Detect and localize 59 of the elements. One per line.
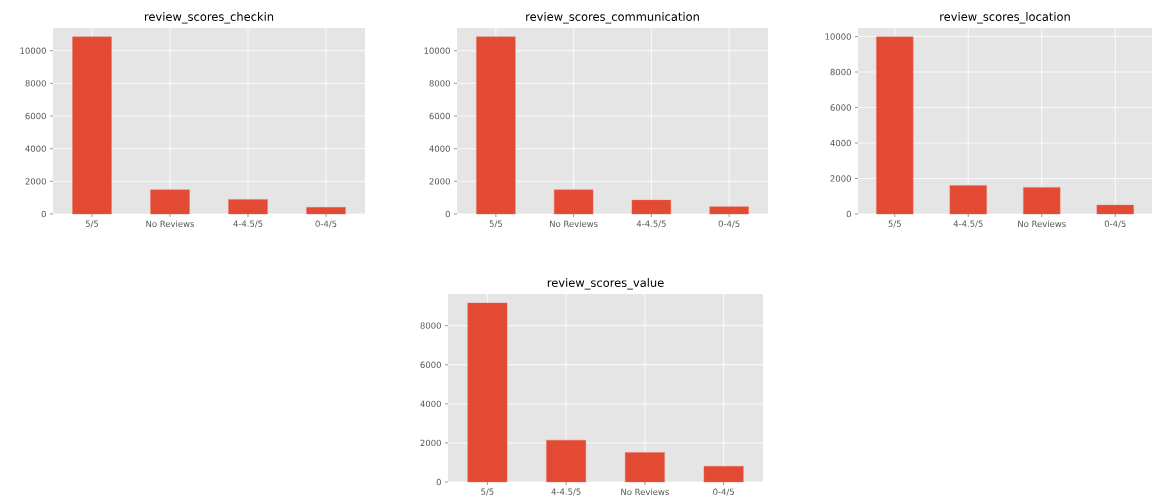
x-tick-label: 4-4.5/5 xyxy=(551,488,581,496)
y-tick-label: 8000 xyxy=(25,80,46,87)
chart-title: review_scores_communication xyxy=(526,12,699,24)
chart-title: review_scores_location xyxy=(940,12,1070,24)
y-tick-label: 0 xyxy=(846,210,851,218)
y-tick-label: 2000 xyxy=(420,439,441,447)
bar xyxy=(949,185,987,215)
y-tick-label: 6000 xyxy=(429,112,450,120)
y-tick-label: 10000 xyxy=(825,33,851,40)
bar xyxy=(876,36,914,215)
bar xyxy=(553,189,594,215)
x-tick-label: 0-4/5 xyxy=(718,220,740,228)
bar xyxy=(546,439,587,483)
bar xyxy=(72,36,112,215)
y-tick-label: 2000 xyxy=(429,178,450,185)
x-tick-label: 0-4/5 xyxy=(1104,220,1126,228)
y-tick-label: 6000 xyxy=(830,104,851,111)
y-tick-label: 0 xyxy=(41,210,46,218)
y-tick-label: 8000 xyxy=(830,68,851,76)
bar xyxy=(1096,204,1134,215)
x-tick-label: No Reviews xyxy=(1018,220,1066,228)
chart-title: review_scores_checkin xyxy=(145,12,274,24)
x-tick-label: No Reviews xyxy=(550,220,598,228)
y-tick-label: 4000 xyxy=(25,145,46,152)
y-tick-label: 10000 xyxy=(20,47,46,54)
bar xyxy=(625,452,665,483)
bar xyxy=(709,206,749,215)
y-tick-label: 0 xyxy=(436,478,441,486)
y-tick-label: 6000 xyxy=(420,361,441,368)
y-tick-label: 0 xyxy=(445,210,450,218)
y-tick-label: 10000 xyxy=(424,47,450,54)
bar xyxy=(150,189,190,215)
x-tick-label: No Reviews xyxy=(146,220,195,228)
x-tick-label: 4-4.5/5 xyxy=(953,220,983,228)
chart-title: review_scores_value xyxy=(547,278,664,290)
y-tick-label: 2000 xyxy=(830,175,851,182)
bar xyxy=(467,302,508,483)
x-tick-label: 0-4/5 xyxy=(315,220,337,228)
y-tick-label: 6000 xyxy=(25,112,46,120)
x-tick-label: 5/5 xyxy=(489,220,502,228)
y-tick-label: 8000 xyxy=(429,80,450,87)
x-tick-label: 5/5 xyxy=(85,220,99,228)
x-tick-label: 5/5 xyxy=(888,220,901,228)
bar xyxy=(1023,187,1061,215)
y-tick-label: 8000 xyxy=(420,322,441,329)
x-tick-label: 5/5 xyxy=(481,488,494,496)
bar xyxy=(631,199,672,215)
y-tick-label: 4000 xyxy=(420,400,441,408)
bar xyxy=(703,466,744,483)
x-tick-label: 4-4.5/5 xyxy=(636,220,666,228)
x-tick-label: 4-4.5/5 xyxy=(233,220,263,228)
y-tick-label: 4000 xyxy=(830,139,851,147)
bar xyxy=(228,199,268,215)
x-tick-label: 0-4/5 xyxy=(713,488,734,496)
bar xyxy=(306,207,346,215)
bar xyxy=(476,36,516,215)
x-tick-label: No Reviews xyxy=(621,488,669,496)
y-tick-label: 4000 xyxy=(429,145,450,152)
y-tick-label: 2000 xyxy=(25,178,46,185)
